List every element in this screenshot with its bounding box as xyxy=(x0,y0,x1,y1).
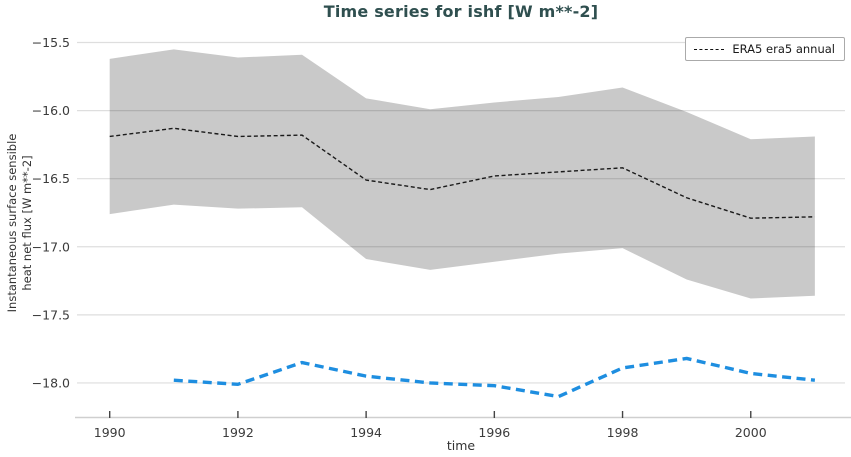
legend-entry-label: ERA5 era5 annual xyxy=(732,42,835,56)
legend: ERA5 era5 annual xyxy=(685,37,845,61)
y-tick-label: −16.5 xyxy=(32,171,70,186)
y-axis-label: Instantaneous surface sensible heat net … xyxy=(5,53,43,393)
x-tick-label: 1990 xyxy=(94,425,126,440)
uncertainty-band xyxy=(109,49,815,299)
y-axis-label-line2: heat net flux [W m**-2] xyxy=(19,155,34,291)
y-tick-label: −15.5 xyxy=(32,35,70,50)
y-tick-label: −18.0 xyxy=(32,375,70,390)
y-tick-label: −17.0 xyxy=(32,239,70,254)
x-tick-label: 1998 xyxy=(607,425,639,440)
x-tick-label: 1996 xyxy=(478,425,510,440)
blue-dashed-line xyxy=(173,356,816,399)
legend-dashed-line-icon xyxy=(694,48,725,50)
chart-title: Time series for ishf [W m**-2] xyxy=(323,2,599,21)
x-tick-label: 2000 xyxy=(735,425,767,440)
y-tick-label: −17.5 xyxy=(32,307,70,322)
x-tick-label: 1994 xyxy=(350,425,382,440)
y-axis-label-line1: Instantaneous surface sensible xyxy=(5,133,19,313)
x-axis-label: time xyxy=(446,438,476,453)
x-tick-label: 1992 xyxy=(222,425,254,440)
y-tick-label: −16.0 xyxy=(32,103,70,118)
